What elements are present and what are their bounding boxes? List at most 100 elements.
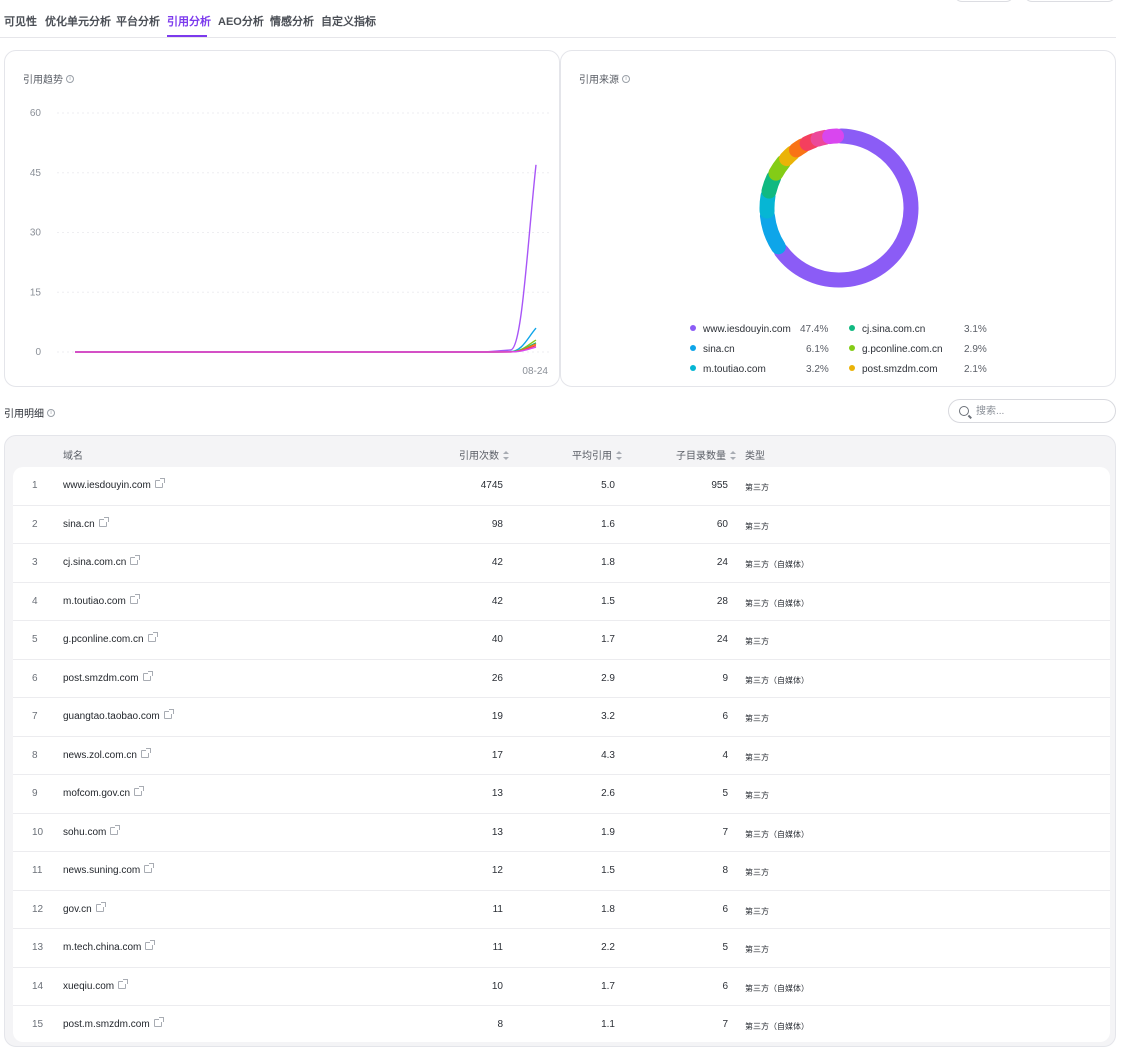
series-line	[75, 339, 537, 353]
external-link-icon[interactable]	[98, 516, 109, 527]
external-link-icon[interactable]	[140, 747, 151, 758]
table-row[interactable]: 13 m.tech.china.com 11 2.2 5 第三方	[13, 929, 1110, 968]
table-row[interactable]: 2 sina.cn 98 1.6 60 第三方	[13, 506, 1110, 544]
external-link-icon[interactable]	[129, 593, 140, 604]
external-link-icon[interactable]	[147, 632, 158, 643]
legend-item[interactable]: post.smzdm.com	[849, 364, 938, 378]
row-type-text: 第三方	[745, 637, 769, 646]
row-count: 8	[413, 1019, 503, 1030]
row-domain-text[interactable]: news.zol.com.cn	[63, 749, 137, 761]
external-link-icon[interactable]	[144, 863, 155, 874]
tab-citation[interactable]: 引用分析	[167, 16, 211, 28]
row-domain[interactable]: gov.cn	[63, 901, 106, 915]
sort-icon[interactable]	[616, 450, 622, 460]
external-link-icon[interactable]	[163, 709, 174, 720]
tab-optimization-unit[interactable]: 优化单元分析	[45, 16, 111, 28]
table-row[interactable]: 5 g.pconline.com.cn 40 1.7 24 第三方	[13, 621, 1110, 660]
row-type: 第三方（自媒体）	[745, 675, 809, 686]
table-row[interactable]: 12 gov.cn 11 1.8 6 第三方	[13, 891, 1110, 929]
row-domain[interactable]: post.smzdm.com	[63, 670, 153, 684]
row-domain-text[interactable]: post.m.smzdm.com	[63, 1019, 150, 1030]
row-count-text: 42	[491, 595, 503, 607]
search-input[interactable]	[976, 404, 1106, 418]
table-row[interactable]: 1 www.iesdouyin.com 4745 5.0 955 第三方	[13, 467, 1110, 506]
external-link-icon[interactable]	[134, 786, 145, 797]
external-link-icon[interactable]	[130, 555, 141, 566]
info-icon[interactable]: i	[622, 75, 630, 84]
external-link-icon[interactable]	[145, 940, 156, 951]
table-row[interactable]: 10 sohu.com 13 1.9 7 第三方（自媒体）	[13, 814, 1110, 852]
row-domain[interactable]: cj.sina.com.cn	[63, 555, 141, 568]
legend-item[interactable]: cj.sina.com.cn	[849, 324, 925, 338]
legend-item[interactable]: g.pconline.com.cn	[849, 344, 943, 358]
table-row[interactable]: 4 m.toutiao.com 42 1.5 28 第三方（自媒体）	[13, 583, 1110, 621]
legend-item[interactable]: sina.cn	[690, 344, 735, 358]
info-icon[interactable]: i	[66, 75, 74, 84]
header-count[interactable]: 引用次数	[459, 447, 509, 462]
external-link-icon[interactable]	[118, 978, 129, 989]
row-avg: 1.5	[523, 865, 615, 876]
row-domain[interactable]: news.zol.com.cn	[63, 747, 151, 761]
table-row[interactable]: 11 news.suning.com 12 1.5 8 第三方	[13, 852, 1110, 891]
legend-item[interactable]: m.toutiao.com	[690, 364, 766, 378]
sort-icon[interactable]	[730, 450, 736, 460]
external-link-icon[interactable]	[110, 824, 121, 835]
external-link-icon[interactable]	[154, 478, 165, 489]
search-box[interactable]	[948, 399, 1116, 423]
tab-custom-metrics[interactable]: 自定义指标	[321, 16, 376, 28]
external-link-icon[interactable]	[95, 901, 106, 912]
tab-sentiment[interactable]: 情感分析	[270, 16, 314, 28]
row-type: 第三方	[745, 906, 769, 917]
legend-item[interactable]: www.iesdouyin.com	[690, 324, 791, 338]
table-row[interactable]: 14 xueqiu.com 10 1.7 6 第三方（自媒体）	[13, 968, 1110, 1006]
row-index-text: 7	[32, 711, 38, 722]
row-domain[interactable]: post.m.smzdm.com	[63, 1017, 164, 1030]
table-row[interactable]: 6 post.smzdm.com 26 2.9 9 第三方（自媒体）	[13, 660, 1110, 698]
top-action-button[interactable]	[1024, 0, 1116, 2]
row-domain-text[interactable]: www.iesdouyin.com	[63, 480, 151, 491]
row-domain[interactable]: xueqiu.com	[63, 978, 129, 992]
row-domain-text[interactable]: cj.sina.com.cn	[63, 557, 127, 568]
row-domain-text[interactable]: news.suning.com	[63, 865, 141, 876]
table-row[interactable]: 7 guangtao.taobao.com 19 3.2 6 第三方	[13, 698, 1110, 737]
row-domain-text[interactable]: sina.cn	[63, 518, 95, 530]
table-row[interactable]: 9 mofcom.gov.cn 13 2.6 5 第三方	[13, 775, 1110, 814]
row-index: 8	[32, 750, 52, 761]
external-link-icon[interactable]	[153, 1017, 164, 1028]
row-domain[interactable]: mofcom.gov.cn	[63, 786, 145, 799]
row-domain-text[interactable]: xueqiu.com	[63, 980, 115, 992]
table-row[interactable]: 15 post.m.smzdm.com 8 1.1 7 第三方（自媒体）	[13, 1006, 1110, 1045]
top-action-button[interactable]	[954, 0, 1014, 2]
series-line	[75, 327, 537, 353]
row-domain[interactable]: m.tech.china.com	[63, 940, 156, 953]
row-domain[interactable]: www.iesdouyin.com	[63, 478, 165, 491]
row-domain-text[interactable]: post.smzdm.com	[63, 672, 139, 684]
row-domain[interactable]: news.suning.com	[63, 863, 155, 876]
row-domain[interactable]: sina.cn	[63, 516, 109, 530]
row-domain-text[interactable]: m.toutiao.com	[63, 595, 126, 607]
row-domain[interactable]: m.toutiao.com	[63, 593, 140, 607]
header-avg[interactable]: 平均引用	[572, 447, 622, 462]
info-icon[interactable]: i	[47, 409, 55, 418]
row-domain[interactable]: g.pconline.com.cn	[63, 632, 158, 645]
header-subdirs[interactable]: 子目录数量	[676, 447, 736, 462]
row-domain-text[interactable]: m.tech.china.com	[63, 942, 142, 953]
tab-aeo[interactable]: AEO分析	[218, 16, 264, 28]
tab-visibility[interactable]: 可见性	[4, 16, 37, 28]
table-row[interactable]: 8 news.zol.com.cn 17 4.3 4 第三方	[13, 737, 1110, 775]
row-domain-text[interactable]: guangtao.taobao.com	[63, 711, 160, 722]
row-domain-text[interactable]: g.pconline.com.cn	[63, 634, 144, 645]
row-domain-text[interactable]: gov.cn	[63, 903, 92, 915]
row-index-text: 5	[32, 634, 38, 645]
row-index: 14	[32, 981, 52, 992]
row-domain[interactable]: guangtao.taobao.com	[63, 709, 174, 722]
table-row[interactable]: 3 cj.sina.com.cn 42 1.8 24 第三方（自媒体）	[13, 544, 1110, 583]
row-subdirs-text: 7	[722, 826, 728, 838]
sort-icon[interactable]	[503, 450, 509, 460]
row-domain[interactable]: sohu.com	[63, 824, 121, 838]
tab-platform[interactable]: 平台分析	[116, 16, 160, 28]
row-index-text: 8	[32, 749, 38, 761]
row-domain-text[interactable]: mofcom.gov.cn	[63, 788, 131, 799]
row-domain-text[interactable]: sohu.com	[63, 826, 107, 838]
external-link-icon[interactable]	[142, 670, 153, 681]
